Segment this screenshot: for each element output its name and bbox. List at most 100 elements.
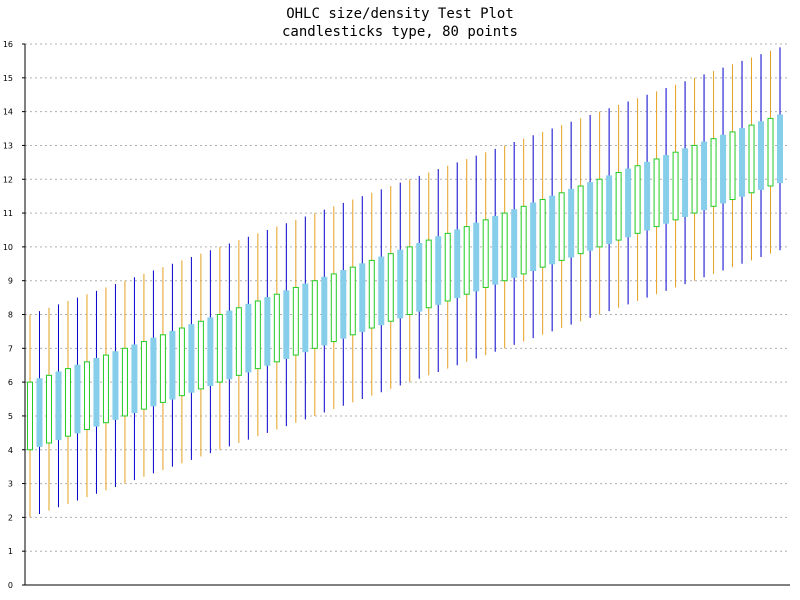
candle: [397, 182, 404, 386]
candle-body-rising: [577, 185, 584, 255]
candle: [264, 229, 271, 433]
candle: [463, 158, 470, 362]
y-tick-label: 9: [8, 277, 13, 286]
candle-body-falling: [530, 202, 537, 272]
candle-body-falling: [169, 330, 176, 400]
candle: [283, 223, 290, 427]
candle-body-falling: [55, 371, 62, 441]
candle: [682, 81, 689, 285]
candle-body-rising: [767, 117, 774, 187]
candle-body-rising: [178, 327, 185, 397]
candle-body-rising: [710, 138, 717, 207]
candle: [131, 277, 138, 481]
candle-body-rising: [159, 334, 166, 403]
y-tick-label: 12: [3, 175, 13, 184]
candle-body-falling: [511, 209, 518, 278]
candle: [311, 213, 318, 416]
candle: [482, 152, 489, 356]
candle: [492, 148, 499, 352]
candle: [549, 128, 556, 332]
candle-body-rising: [254, 300, 261, 370]
candle: [473, 155, 480, 359]
candle-body-falling: [283, 290, 290, 359]
candle: [36, 311, 43, 514]
candle: [207, 250, 214, 454]
candle-body-falling: [131, 344, 138, 414]
y-tick-label: 3: [8, 480, 13, 489]
candle-body-falling: [321, 276, 328, 346]
candle: [663, 87, 670, 291]
candle: [653, 91, 660, 295]
candle-body-rising: [672, 151, 679, 221]
candle-body-falling: [549, 195, 556, 265]
candle: [644, 94, 651, 298]
candle-body-rising: [482, 219, 489, 288]
y-tick-label: 14: [3, 108, 13, 117]
candle: [444, 165, 451, 369]
y-tick-label: 2: [8, 513, 13, 522]
candle-body-falling: [416, 242, 423, 312]
candle-body-falling: [701, 141, 708, 211]
candle-body-rising: [140, 341, 147, 410]
candle-body-falling: [340, 270, 347, 339]
candle: [748, 57, 755, 261]
candle-body-rising: [349, 266, 356, 336]
candle: [587, 115, 594, 318]
candle-body-falling: [93, 357, 100, 427]
candle: [102, 287, 109, 491]
candle: [64, 300, 71, 504]
y-tick-label: 7: [8, 344, 13, 353]
candle-body-rising: [748, 124, 755, 194]
candle: [321, 209, 328, 413]
candle-body-falling: [587, 182, 594, 251]
candle: [292, 219, 299, 423]
candle-body-falling: [473, 222, 480, 292]
candle-body-falling: [663, 155, 670, 224]
candle-body-rising: [45, 374, 52, 444]
candle-body-rising: [102, 354, 109, 424]
y-tick-label: 10: [3, 243, 13, 252]
candle: [178, 260, 185, 464]
candle-body-rising: [520, 205, 527, 275]
candle: [416, 175, 423, 379]
candle-body-falling: [207, 317, 214, 387]
candle: [615, 104, 622, 308]
candle-body-rising: [216, 314, 223, 383]
candle: [368, 192, 375, 396]
candle-body-rising: [235, 307, 242, 376]
candle: [93, 290, 100, 494]
candle-body-rising: [596, 178, 603, 248]
candle: [691, 77, 698, 281]
y-tick-label: 16: [3, 40, 13, 49]
candle: [245, 236, 252, 440]
chart-title: OHLC size/density Test Plot: [286, 6, 514, 22]
candle-body-rising: [64, 368, 71, 437]
candle-body-falling: [112, 351, 119, 420]
candle: [330, 206, 337, 410]
candle-body-falling: [568, 188, 575, 258]
candle: [74, 297, 81, 501]
candle-body-falling: [397, 249, 404, 319]
candle: [150, 270, 157, 474]
candle-body-falling: [435, 236, 442, 305]
candle: [634, 98, 641, 301]
candle-body-falling: [302, 283, 309, 353]
candle-body-rising: [27, 381, 33, 451]
candle-body-rising: [197, 320, 204, 390]
candle: [501, 145, 508, 349]
candle-body-falling: [378, 256, 385, 326]
candle-body-falling: [245, 303, 252, 373]
candle: [539, 131, 546, 335]
candle-body-falling: [74, 364, 81, 434]
candle: [216, 246, 223, 450]
candle: [349, 199, 356, 403]
candle-body-rising: [406, 246, 413, 315]
candle-body-falling: [606, 175, 613, 244]
candle: [577, 118, 584, 322]
candlesticks: [27, 47, 783, 518]
candle-body-rising: [311, 280, 318, 349]
candle: [273, 226, 280, 430]
candle: [739, 60, 746, 264]
candle-body-falling: [492, 215, 499, 285]
candle-body-rising: [368, 259, 375, 329]
